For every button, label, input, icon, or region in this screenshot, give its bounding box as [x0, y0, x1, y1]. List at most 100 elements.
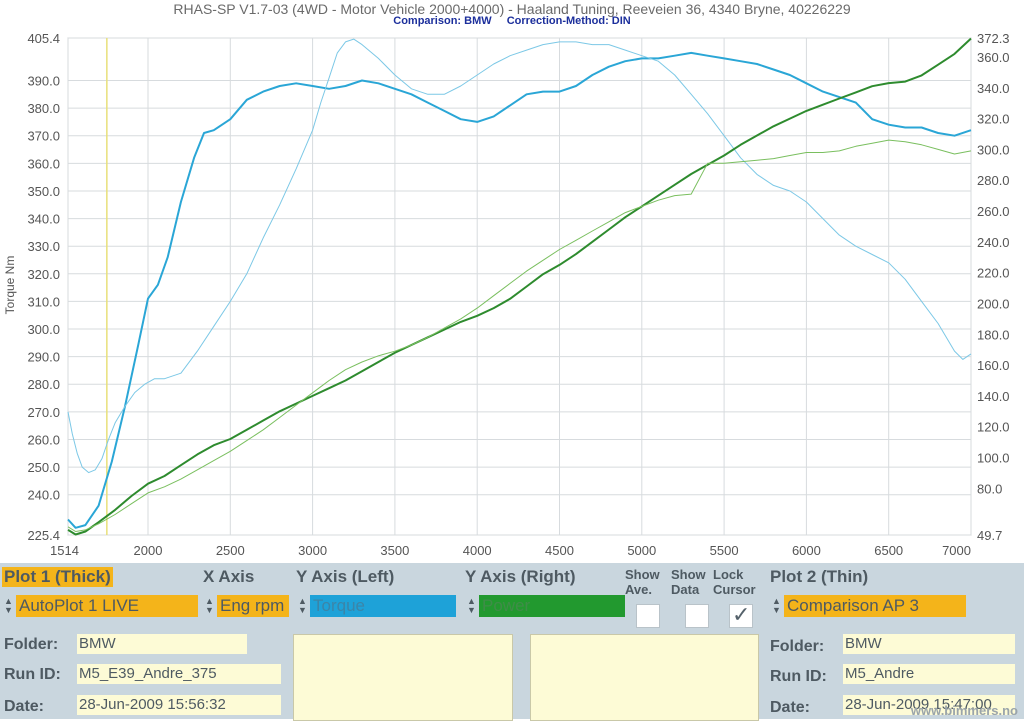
x-tick-label: 6000 — [792, 543, 821, 558]
y-right-tick-label: 49.7 — [977, 528, 1002, 543]
chart-subtitle: Comparison: BMW Correction-Method: DIN — [0, 15, 1024, 27]
x-tick-label: 3000 — [298, 543, 327, 558]
y-left-tick-label: 250.0 — [27, 460, 60, 475]
x-tick-label: 7000 — [942, 543, 971, 558]
left-axis-ticks: 225.4 240.0 250.0 260.0 270.0 280.0 290.0 300.0… — [27, 31, 60, 543]
plot1-select[interactable]: ▲ ▼ AutoPlot 1 LIVE — [2, 595, 198, 617]
plot2-folder-label: Folder: — [770, 638, 825, 655]
plot1-folder-label: Folder: — [4, 636, 59, 653]
y-right-tick-label: 240.0 — [977, 235, 1010, 250]
y-left-tick-label: 330.0 — [27, 239, 60, 254]
x-tick-label: 6500 — [874, 543, 903, 558]
updown-icon: ▲ ▼ — [772, 596, 781, 615]
torque-thin-line — [67, 38, 972, 474]
torque-thick-line — [67, 51, 972, 529]
y-left-tick-label: 270.0 — [27, 405, 60, 420]
y-left-tick-label: 320.0 — [27, 267, 60, 282]
y-right-tick-label: 372.3 — [977, 31, 1010, 46]
checkmark-icon: ✓ — [732, 602, 751, 627]
y-right-tick-label: 320.0 — [977, 112, 1010, 127]
x-axis-label: X Axis — [203, 567, 255, 586]
show-data-checkbox[interactable] — [685, 604, 709, 628]
plot2-date-value: 28-Jun-2009 15:47:00 — [843, 695, 1015, 715]
plot2-date-label: Date: — [770, 699, 811, 716]
right-axis-ticks: 49.7 80.0 100.0 120.0 140.0 160.0 180.0 200.0 22… — [977, 31, 1010, 543]
x-tick-label: 2500 — [216, 543, 245, 558]
plot1-runid-label: Run ID: — [4, 666, 61, 683]
chart-grid — [67, 37, 972, 536]
updown-icon: ▲ ▼ — [205, 596, 214, 615]
lock-cursor-label: Lock Cursor — [713, 567, 756, 597]
power-thin-line — [67, 139, 972, 532]
plot2-select[interactable]: ▲ ▼ Comparison AP 3 — [770, 595, 966, 617]
plot2-folder-value: BMW — [843, 634, 1015, 654]
y-left-tick-label: 240.0 — [27, 488, 60, 503]
x-tick-label: 4000 — [463, 543, 492, 558]
plot2-select-value: Comparison AP 3 — [784, 595, 966, 617]
control-panel: Plot 1 (Thick) X Axis Y Axis (Left) Y Ax… — [0, 563, 1024, 721]
y-right-tick-label: 300.0 — [977, 142, 1010, 157]
plot1-folder-value: BMW — [77, 634, 247, 654]
y-left-tick-label: 310.0 — [27, 294, 60, 309]
plot1-notes-box[interactable] — [293, 634, 513, 721]
y-right-tick-label: 120.0 — [977, 420, 1010, 435]
y-right-tick-label: 220.0 — [977, 266, 1010, 281]
show-data-label: Show Data — [671, 567, 706, 597]
show-ave-label: Show Ave. — [625, 567, 660, 597]
x-axis-select-value: Eng rpm — [217, 595, 289, 617]
plot1-select-value: AutoPlot 1 LIVE — [16, 595, 198, 617]
y-axis-right-select-value: Power — [479, 595, 625, 617]
y-axis-right-label: Y Axis (Right) — [465, 567, 576, 586]
x-tick-label: 5500 — [710, 543, 739, 558]
y-right-tick-label: 360.0 — [977, 50, 1010, 65]
y-left-tick-label: 370.0 — [27, 129, 60, 144]
lock-cursor-checkbox[interactable]: ✓ — [729, 602, 753, 628]
plot2-notes-box[interactable] — [530, 634, 759, 721]
y-right-tick-label: 160.0 — [977, 358, 1010, 373]
updown-icon: ▲ ▼ — [467, 596, 476, 615]
y-axis-left-label: Y Axis (Left) — [296, 567, 395, 586]
x-tick-label: 3500 — [380, 543, 409, 558]
plot1-date-value: 28-Jun-2009 15:56:32 — [77, 695, 281, 715]
plot2-runid-label: Run ID: — [770, 668, 827, 685]
show-ave-checkbox[interactable] — [636, 604, 660, 628]
y-right-tick-label: 180.0 — [977, 327, 1010, 342]
x-tick-label: 4500 — [545, 543, 574, 558]
y-right-tick-label: 100.0 — [977, 451, 1010, 466]
dyno-chart[interactable]: 225.4 240.0 250.0 260.0 270.0 280.0 290.0 300.0… — [0, 25, 1024, 563]
x-axis-ticks: 1514 2000 2500 3000 3500 4000 4500 5000 5500 6000… — [50, 543, 971, 558]
y-right-tick-label: 260.0 — [977, 204, 1010, 219]
plot-area — [67, 37, 972, 536]
x-tick-label: 1514 — [50, 543, 79, 558]
plot1-label: Plot 1 (Thick) — [2, 567, 113, 587]
x-tick-label: 2000 — [134, 543, 163, 558]
y-left-tick-label: 225.4 — [27, 528, 60, 543]
y-left-tick-label: 405.4 — [27, 31, 60, 46]
y-axis-left-select-value: Torque — [310, 595, 456, 617]
y-right-tick-label: 200.0 — [977, 296, 1010, 311]
y-left-tick-label: 260.0 — [27, 432, 60, 447]
y-right-tick-label: 280.0 — [977, 173, 1010, 188]
plot2-label: Plot 2 (Thin) — [770, 567, 869, 586]
power-thick-line — [67, 37, 972, 536]
y-axis-left-label: Torque Nm — [3, 256, 17, 315]
comparison-label: Comparison: BMW — [393, 15, 492, 27]
y-left-tick-label: 280.0 — [27, 377, 60, 392]
plot1-date-label: Date: — [4, 698, 45, 715]
watermark: www.bimmers.no — [910, 703, 1018, 718]
plot1-runid-value: M5_E39_Andre_375 — [77, 664, 281, 684]
y-right-tick-label: 140.0 — [977, 389, 1010, 404]
y-left-tick-label: 390.0 — [27, 74, 60, 89]
page-title: RHAS-SP V1.7-03 (4WD - Motor Vehicle 200… — [173, 1, 851, 17]
y-axis-right-select[interactable]: ▲ ▼ Power — [465, 595, 625, 617]
y-left-tick-label: 300.0 — [27, 322, 60, 337]
x-axis-select[interactable]: ▲ ▼ Eng rpm — [203, 595, 289, 617]
y-left-tick-label: 380.0 — [27, 101, 60, 116]
y-left-tick-label: 360.0 — [27, 156, 60, 171]
updown-icon: ▲ ▼ — [4, 596, 13, 615]
updown-icon: ▲ ▼ — [298, 596, 307, 615]
y-axis-left-select[interactable]: ▲ ▼ Torque — [296, 595, 456, 617]
plot2-runid-value: M5_Andre — [843, 664, 1015, 684]
chart-series — [67, 37, 972, 536]
y-right-tick-label: 340.0 — [977, 81, 1010, 96]
